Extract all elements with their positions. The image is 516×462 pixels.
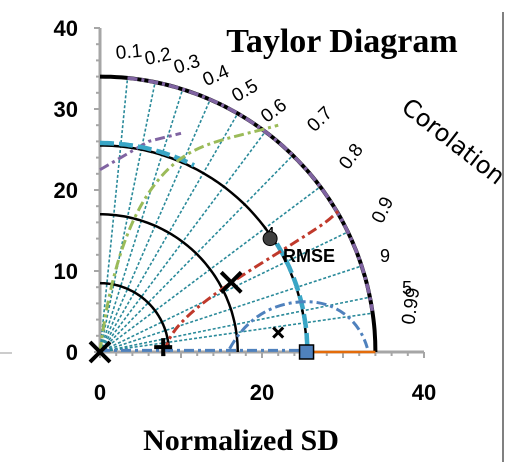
marker-x-big [88, 340, 112, 364]
correlation-tick-label: 0.5 [228, 75, 261, 106]
marker-circle [262, 231, 278, 247]
sd-arc [100, 144, 308, 352]
rmse-arc-label: 5 [402, 278, 412, 298]
correlation-tick-label: 0.7 [303, 103, 337, 136]
correlation-tick-label: 0.99 [398, 286, 424, 326]
correlation-tick-label: 0.6 [257, 95, 291, 128]
correlation-tick-label: 0.1 [115, 41, 143, 65]
correlation-tick-label: 0.2 [143, 44, 173, 70]
marker-x-big [219, 270, 243, 294]
x-axis-label: Normalized SD [143, 424, 339, 457]
rmse-label: RMSE [283, 246, 335, 266]
sd-arc [100, 213, 239, 352]
series-cyan-curve [274, 242, 310, 353]
x-tick-label: 20 [250, 380, 274, 405]
x-tick-label: 40 [412, 380, 436, 405]
y-tick-label: 0 [66, 340, 78, 365]
sd-arc [99, 281, 171, 352]
chart-title: Taylor Diagram [226, 23, 457, 60]
marker-plus [154, 338, 173, 357]
series-blue-curve [228, 300, 369, 350]
rmse-arc-label: 9 [380, 246, 390, 266]
series-purple-curve-left [99, 131, 182, 172]
series-purple-curve [127, 76, 375, 312]
marker-x-small [272, 326, 285, 339]
correlation-tick-label: 0.3 [171, 51, 203, 79]
y-tick-label: 20 [54, 178, 78, 203]
correlation-tick-label: 0.8 [335, 140, 368, 174]
correlation-tick-label: 0.9 [368, 194, 398, 227]
marker-square [298, 344, 315, 360]
y-tick-label: 40 [54, 16, 78, 41]
x-tick-label: 0 [94, 380, 106, 405]
series-red-curve [163, 209, 341, 353]
series-green-curve [98, 123, 279, 353]
y-tick-label: 30 [54, 97, 78, 122]
correlation-axis-label: Corolation [396, 93, 510, 191]
y-tick-label: 10 [54, 259, 78, 284]
correlation-tick-label: 0.4 [200, 61, 233, 91]
